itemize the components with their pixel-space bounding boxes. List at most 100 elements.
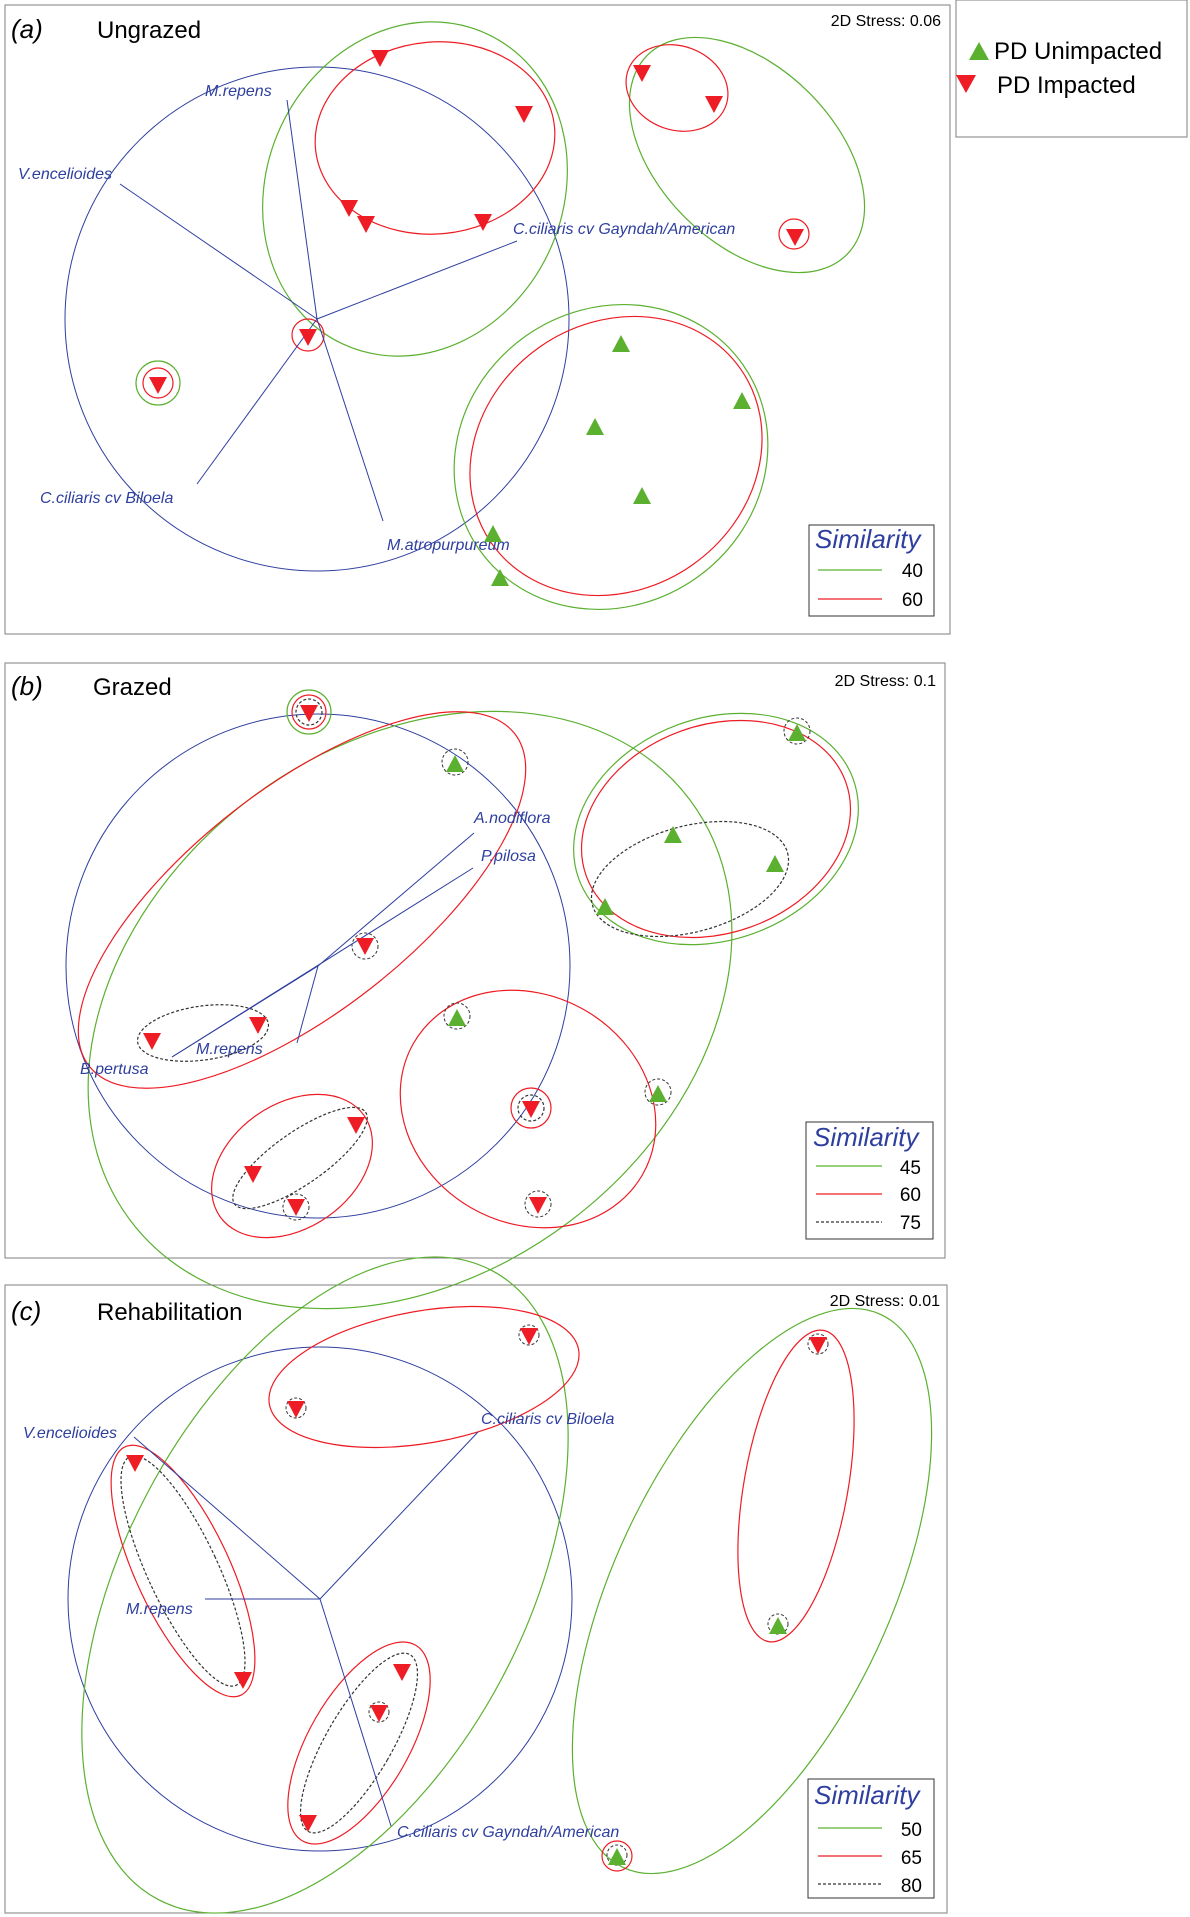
unimpacted-point bbox=[649, 1085, 667, 1102]
points-a bbox=[149, 50, 804, 586]
unimpacted-point bbox=[448, 1009, 466, 1026]
impacted-point bbox=[347, 1117, 365, 1134]
similarity-level: 60 bbox=[902, 590, 923, 611]
impacted-point bbox=[300, 705, 318, 722]
impacted-point bbox=[809, 1337, 827, 1354]
vector-circle bbox=[67, 1346, 573, 1852]
vector-label: M.repens bbox=[126, 1601, 193, 1618]
unimpacted-point bbox=[733, 392, 751, 409]
similarity-title: Similarity bbox=[813, 1122, 920, 1152]
contour-75 bbox=[295, 698, 323, 726]
panel-b-stress: 2D Stress: 0.1 bbox=[835, 673, 936, 690]
triangle-up-icon bbox=[969, 42, 989, 60]
impacted-point bbox=[393, 1664, 411, 1681]
contour-50 bbox=[81, 1256, 569, 1914]
contour-80-singletons bbox=[285, 1324, 829, 1866]
similarity-level: 80 bbox=[901, 1876, 922, 1897]
contour-75 bbox=[590, 820, 790, 938]
impacted-point bbox=[299, 329, 317, 346]
vector-circle bbox=[65, 713, 571, 1219]
contour-60 bbox=[142, 367, 174, 399]
contour-60 bbox=[778, 218, 810, 250]
contour-75-singletons bbox=[282, 717, 811, 1221]
similarity-level: 45 bbox=[900, 1158, 921, 1179]
unimpacted-point bbox=[484, 525, 502, 542]
contour-60 bbox=[211, 1093, 373, 1239]
contour-60 bbox=[77, 711, 527, 1089]
impacted-point bbox=[356, 938, 374, 955]
points-b bbox=[143, 705, 806, 1216]
panel-c-stress: 2D Stress: 0.01 bbox=[830, 1293, 940, 1310]
similarity-title: Similarity bbox=[814, 1780, 921, 1810]
unimpacted-point bbox=[612, 335, 630, 352]
impacted-point bbox=[299, 1815, 317, 1832]
vector-label: C.ciliaris cv Gayndah/American bbox=[513, 221, 735, 238]
impacted-point bbox=[522, 1101, 540, 1118]
impacted-point bbox=[371, 50, 389, 67]
impacted-point bbox=[244, 1166, 262, 1183]
panel-c: (c) Rehabilitation 2D Stress: 0.01 bbox=[4, 1256, 948, 1914]
contour-75 bbox=[517, 1094, 545, 1122]
panel-a-title: Ungrazed bbox=[97, 17, 201, 44]
contour-60 bbox=[291, 318, 325, 352]
impacted-point bbox=[126, 1455, 144, 1472]
vector-label: P.pilosa bbox=[481, 848, 536, 865]
similarity-legend-a: Similarity 40 60 bbox=[808, 524, 935, 617]
vector-label: A.nodiflora bbox=[473, 810, 551, 827]
impacted-point bbox=[340, 200, 358, 217]
triangle-down-icon bbox=[956, 75, 976, 93]
impacted-point bbox=[287, 1199, 305, 1216]
contour-60 bbox=[399, 989, 657, 1229]
similarity-legend-c: Similarity 50 65 80 bbox=[807, 1778, 935, 1899]
similarity-level: 75 bbox=[900, 1213, 921, 1234]
contour-65 bbox=[268, 1305, 580, 1449]
similarity-legend-b: Similarity 45 60 75 bbox=[805, 1121, 934, 1240]
vector-label: C.ciliaris cv Biloela bbox=[40, 490, 173, 507]
contour-60 bbox=[291, 694, 327, 730]
contour-60 bbox=[510, 1087, 552, 1129]
vector-label: C.ciliaris cv Gayndah/American bbox=[397, 1824, 619, 1841]
legend-label: PD Impacted bbox=[997, 72, 1136, 99]
unimpacted-point bbox=[664, 826, 682, 843]
unimpacted-point bbox=[633, 487, 651, 504]
vector-label: V.encelioides bbox=[23, 1425, 117, 1442]
unimpacted-point bbox=[788, 724, 806, 741]
vector-label: C.ciliaris cv Biloela bbox=[481, 1411, 614, 1428]
points-c bbox=[126, 1328, 827, 1865]
panel-a-stress: 2D Stress: 0.06 bbox=[831, 13, 941, 30]
similarity-title: Similarity bbox=[815, 524, 922, 554]
impacted-point bbox=[633, 65, 651, 82]
group-legend-box bbox=[955, 0, 1188, 138]
impacted-point bbox=[520, 1328, 538, 1345]
impacted-point bbox=[149, 377, 167, 394]
group-legend: PD Unimpacted PD Impacted bbox=[955, 0, 1188, 138]
panel-c-label: (c) bbox=[11, 1296, 41, 1326]
contour-60 bbox=[314, 41, 556, 235]
contour-45 bbox=[573, 712, 859, 946]
impacted-point bbox=[529, 1197, 547, 1214]
contour-60 bbox=[469, 315, 763, 597]
contour-40 bbox=[262, 21, 568, 357]
impacted-point bbox=[249, 1017, 267, 1034]
impacted-point bbox=[705, 96, 723, 113]
unimpacted-point bbox=[596, 898, 614, 915]
vector-lines bbox=[119, 99, 518, 522]
contour-40 bbox=[453, 304, 769, 610]
contour-65 bbox=[601, 1840, 633, 1872]
contour-65 bbox=[287, 1641, 431, 1845]
similarity-level: 50 bbox=[901, 1820, 922, 1841]
contour-75 bbox=[232, 1106, 368, 1210]
contour-65 bbox=[737, 1329, 855, 1643]
legend-label: PD Unimpacted bbox=[994, 38, 1162, 65]
panel-a-label: (a) bbox=[11, 14, 43, 44]
unimpacted-point bbox=[766, 855, 784, 872]
similarity-level: 40 bbox=[902, 561, 923, 582]
contour-60 bbox=[625, 44, 729, 132]
impacted-point bbox=[474, 214, 492, 231]
panel-b-title: Grazed bbox=[93, 674, 172, 701]
unimpacted-point bbox=[769, 1617, 787, 1634]
unimpacted-point bbox=[608, 1848, 626, 1865]
unimpacted-point bbox=[586, 418, 604, 435]
vector-label: V.encelioides bbox=[18, 166, 112, 183]
